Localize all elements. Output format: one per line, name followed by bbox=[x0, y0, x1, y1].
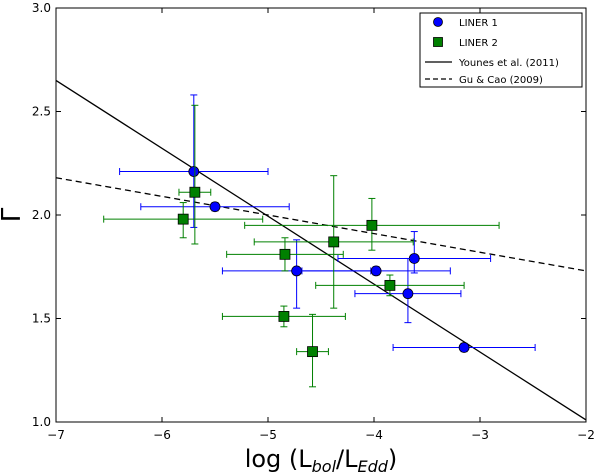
y-tick-label: 2.0 bbox=[32, 208, 51, 222]
liner1-point bbox=[301, 265, 451, 277]
liner1-point bbox=[392, 342, 536, 353]
liner2-point bbox=[103, 202, 264, 239]
legend-label-liner2: LINER 2 bbox=[459, 38, 498, 49]
legend-label-younes: Younes et al. (2011) bbox=[458, 58, 559, 69]
liner2-point bbox=[221, 305, 346, 328]
x-axis-title-part3: ) bbox=[388, 445, 397, 473]
x-axis-title-part2: /L bbox=[336, 445, 358, 473]
legend-box bbox=[419, 12, 583, 88]
x-tick-label: −2 bbox=[577, 428, 595, 442]
y-tick-label: 2.5 bbox=[32, 105, 51, 119]
liner1-point bbox=[354, 257, 462, 324]
liner1-marker bbox=[402, 288, 414, 300]
y-axis-title: Γ bbox=[0, 207, 27, 222]
liner2-point bbox=[178, 104, 212, 245]
liner2-marker bbox=[328, 236, 340, 248]
liner2-point bbox=[296, 313, 329, 388]
y-tick-label: 3.0 bbox=[32, 1, 51, 15]
liner1-marker bbox=[291, 265, 303, 277]
liner1-marker bbox=[209, 201, 221, 213]
x-tick-label: −4 bbox=[365, 428, 383, 442]
legend: LINER 1 LINER 2 Younes et al. (2011) Gu … bbox=[419, 12, 583, 88]
liner1-point bbox=[119, 94, 269, 228]
liner1-marker bbox=[458, 342, 470, 353]
liner1-point bbox=[140, 201, 290, 213]
legend-label-gu-cao: Gu & Cao (2009) bbox=[459, 75, 543, 86]
liner2-marker bbox=[307, 346, 318, 358]
liner2-point bbox=[315, 274, 465, 297]
liner1-point bbox=[337, 231, 492, 274]
axis-ticks: −7 −6 −5 −4 −3 −2 1.0 1.5 2.0 2.5 3.0 bbox=[32, 1, 595, 442]
data-points bbox=[103, 94, 536, 388]
x-axis-title: log (Lbol/LEdd) bbox=[245, 445, 398, 474]
liner2-marker bbox=[189, 186, 201, 198]
liner2-marker bbox=[278, 311, 290, 322]
legend-marker-liner2 bbox=[433, 37, 443, 47]
liner1-marker bbox=[370, 265, 382, 277]
fit-lines bbox=[56, 79, 586, 421]
x-tick-label: −6 bbox=[153, 428, 171, 442]
y-tick-label: 1.5 bbox=[32, 312, 51, 326]
x-axis-title-subscript-edd: Edd bbox=[358, 457, 389, 474]
younes-fit-line bbox=[56, 79, 586, 421]
x-axis-title-part1: log (L bbox=[245, 445, 313, 473]
liner1-marker bbox=[188, 166, 200, 177]
liner2-marker bbox=[279, 248, 291, 260]
liner2-marker bbox=[177, 213, 189, 225]
x-tick-label: −7 bbox=[47, 428, 65, 442]
x-axis-title-subscript-bol: bol bbox=[312, 457, 337, 474]
liner2-marker bbox=[366, 219, 378, 231]
legend-label-liner1: LINER 1 bbox=[459, 18, 498, 29]
legend-marker-liner1 bbox=[433, 17, 443, 27]
liner2-point bbox=[226, 237, 344, 272]
liner2-point bbox=[244, 197, 500, 251]
y-tick-label: 1.0 bbox=[32, 415, 51, 429]
liner2-marker bbox=[384, 279, 396, 291]
liner2-point bbox=[253, 175, 414, 309]
x-tick-label: −5 bbox=[259, 428, 277, 442]
x-tick-label: −3 bbox=[471, 428, 489, 442]
